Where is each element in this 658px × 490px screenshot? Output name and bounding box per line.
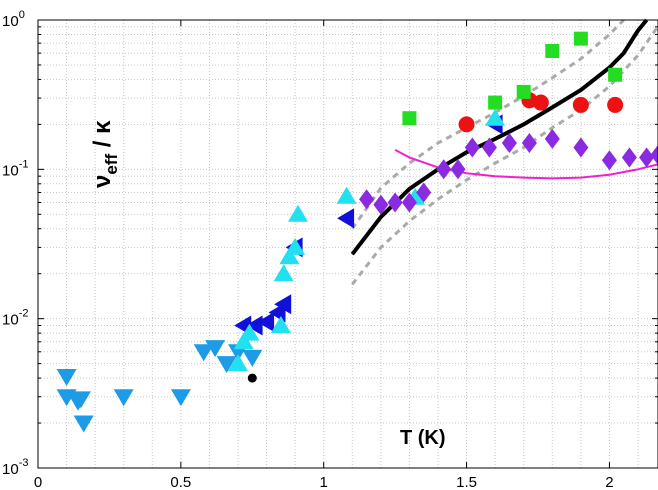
marks-layer [56,31,658,433]
marker-diamond [573,137,589,158]
marker-triangle-up [279,247,300,265]
marker-triangle-down [205,340,226,358]
marker-triangle-down [193,344,214,362]
marker-triangle-up [336,186,357,204]
y-axis-title-main: ν [89,175,116,188]
marker-diamond [521,133,537,153]
marker-circle [532,94,549,111]
marker-triangle-up [288,204,308,222]
marker-triangle-down [170,389,191,407]
marker-square [402,111,417,126]
curve-solid-thin [394,149,658,180]
grid-layer [38,20,658,468]
marker-diamond [481,137,497,158]
marker-diamond [601,150,617,171]
x-axis-title: T (K) [400,427,446,449]
marker-diamond [373,194,389,215]
x-tick-label: 1 [320,474,328,490]
x-tick-label: 2 [605,474,613,490]
marker-diamond [621,147,637,168]
marker-diamond [650,144,658,165]
y-tick-label: 10-1 [2,158,28,179]
x-tick-label: 1.5 [456,474,477,490]
marker-triangle-down [56,389,77,407]
x-tick-label: 0 [34,474,42,490]
marker-triangle-left [245,315,263,336]
marker-diamond [387,192,403,213]
marker-triangle-down [242,349,263,367]
marker-diamond [501,133,517,153]
y-axis-title-sub: eff [102,154,121,175]
marker-circle [607,96,624,113]
y-tick-label: 10-3 [2,457,28,478]
marker-square [516,84,531,99]
curve-solid-thick [350,18,649,256]
marker-diamond [359,189,375,210]
marker-triangle-up [228,354,248,372]
marker-triangle-down [73,415,94,433]
x-tick-label: 0.5 [170,474,191,490]
marker-square [573,31,588,46]
marker-square [545,44,560,59]
plot-frame [37,19,658,469]
marker-triangle-left [337,208,355,229]
marker-triangle-down [70,391,91,409]
marker-triangle-down [216,356,237,374]
marker-triangle-left [257,312,275,332]
marker-square [608,67,623,82]
y-tick-label: 10-2 [2,308,28,329]
marker-circle [458,116,475,133]
marker-diamond [436,159,452,180]
marker-diamond [401,192,417,213]
marker-triangle-up [285,237,306,255]
y-axis-title-tail: / κ [89,120,116,154]
marker-triangle-up [485,108,506,126]
marker-diamond [544,128,560,149]
marker-triangle-up [239,323,260,341]
ticks-layer: 0 0.5 1 1.5 2 10-3 10-2 10-1 100 [2,9,658,490]
marker-diamond [464,137,480,158]
marker-triangle-up [270,316,291,333]
y-axis-title: νeff / κ [89,120,121,188]
y-axis-title-group: νeff / κ [89,120,121,188]
marker-triangle-up [273,264,294,282]
marker-square [488,95,503,110]
marker-diamond [639,147,655,168]
marker-circle [572,96,589,113]
marker-triangle-down [56,369,77,386]
marker-triangle-left [274,294,292,315]
curve-dashed [351,25,658,286]
marker-triangle-up [233,332,254,350]
marker-diamond [450,159,466,180]
marker-diamond [416,182,432,203]
y-tick-label: 100 [2,9,25,30]
marker-dot [247,373,257,383]
marker-triangle-down [113,389,134,407]
